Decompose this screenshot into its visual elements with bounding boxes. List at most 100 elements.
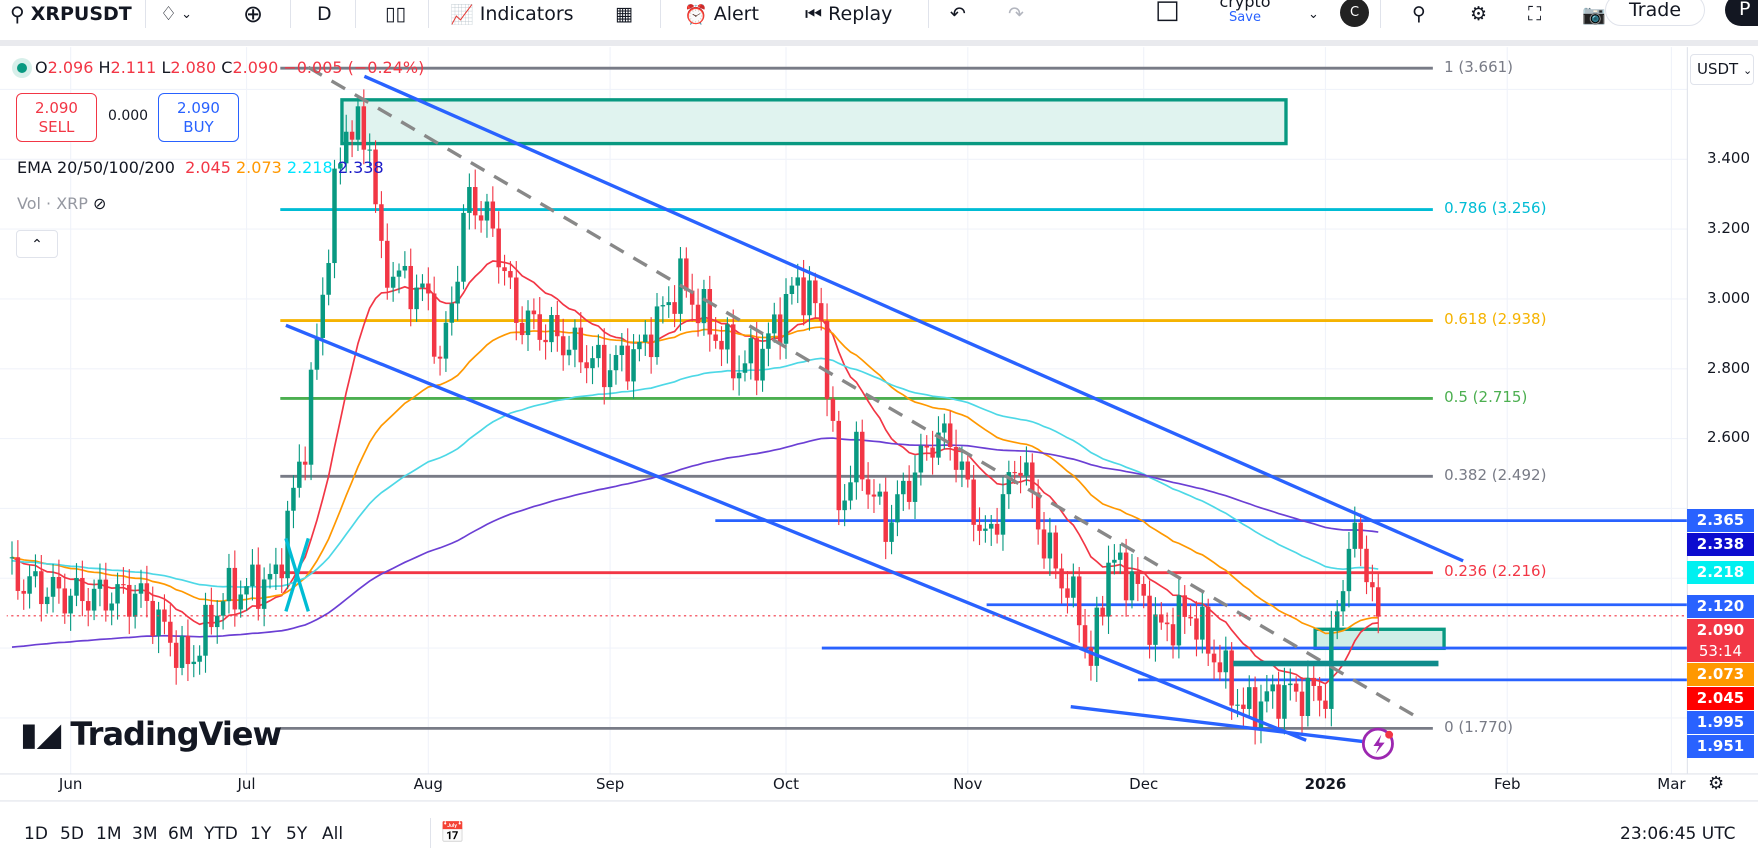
quick-search-icon[interactable]: ⚲ [1412,3,1426,25]
undo-icon: ↶ [950,3,966,25]
layouts-button[interactable]: ▦ [615,0,633,28]
indicators-icon: 📈 [450,3,474,26]
candle [1211,639,1217,680]
candle [396,263,402,294]
collapse-legend-button[interactable]: ⌃ [16,230,58,258]
candle [736,355,742,396]
publish-button[interactable]: P [1725,0,1758,26]
range-1d[interactable]: 1D [24,824,48,844]
range-5d[interactable]: 5D [60,824,84,844]
range-all[interactable]: All [322,824,344,844]
chart-type-button[interactable]: ▯▯ [385,0,406,28]
buy-label: BUY [183,117,214,136]
close-value: 2.090 [232,58,279,77]
close-label: C [221,58,233,77]
candle [555,300,560,352]
candle [385,223,390,300]
candle [889,504,894,555]
candle [431,276,437,364]
candle [713,317,718,349]
save-label: Save [1229,10,1261,25]
alert-button[interactable]: ⏰ Alert [684,0,759,28]
clock[interactable]: 23:06:45 UTC [1620,824,1736,844]
candle [807,266,812,331]
goto-date-calendar-icon[interactable]: 📅 [440,820,465,844]
candle [144,565,150,618]
candle [648,317,654,374]
symbol-search[interactable]: ⚲ XRPUSDT [10,0,132,28]
candle [1346,531,1352,608]
axis-settings-gear-icon[interactable]: ⚙ [1708,773,1725,794]
candle [1205,598,1211,666]
avatar[interactable]: C [1340,0,1369,27]
undo-button[interactable]: ↶ [950,0,966,28]
candle [326,249,331,306]
candle [496,211,501,284]
candle [408,248,413,327]
high-label: H [98,58,111,77]
compare-button[interactable]: ♢ ⌄ [160,0,192,28]
candle [27,565,32,609]
candle [983,515,988,543]
settings-gear-icon[interactable]: ⚙ [1470,3,1488,25]
candle [994,507,1000,544]
candle [1334,600,1340,640]
price-badge: 2.090 53:14 [1687,618,1754,662]
volume-legend[interactable]: Vol · XRP ⊘ [17,194,106,213]
candle [1317,677,1322,717]
ema-legend[interactable]: EMA 20/50/100/200 2.045 2.073 2.218 2.33… [17,158,384,177]
candle [514,261,519,341]
candle [109,592,114,626]
watermark-text: TradingView [70,715,282,753]
supply-zone-box [340,98,1288,146]
open-value: 2.096 [47,58,94,77]
range-6m[interactable]: 6M [168,824,194,844]
candle [537,297,542,351]
replay-button[interactable]: ⏮ Replay [805,0,892,28]
price-badge: 2.120 [1687,594,1754,618]
candle [179,625,185,676]
trade-button[interactable]: Trade [1605,0,1705,26]
interval-button[interactable]: D [317,3,332,25]
candle [367,133,372,166]
candle [1024,446,1029,486]
add-symbol-button[interactable]: ⊕ [243,0,263,28]
currency-dropdown[interactable]: USDT ⌄ [1690,54,1754,85]
candle [666,286,671,318]
candle [472,169,478,230]
indicators-button[interactable]: 📈 Indicators [450,0,574,28]
candle [613,345,619,385]
sell-label: SELL [38,117,75,136]
layout-menu-chevron-icon[interactable]: ⌄ [1308,6,1319,22]
candle [1135,557,1141,602]
range-5y[interactable]: 5Y [286,824,308,844]
camera-icon[interactable]: 📷 [1582,3,1606,26]
candle [1147,580,1152,659]
layout-square-icon[interactable]: □ [1155,0,1180,25]
price-badge: 2.218 [1687,560,1754,584]
candle [1364,535,1369,595]
buy-button[interactable]: 2.090 BUY [158,93,239,142]
candle [1217,644,1223,681]
candle [484,193,490,238]
candle [525,300,531,351]
eye-hidden-icon[interactable]: ⊘ [93,194,107,213]
redo-button[interactable]: ↷ [1008,0,1024,28]
candle [1129,553,1135,609]
sell-button[interactable]: 2.090 SELL [16,93,97,142]
high-value: 2.111 [110,58,157,77]
candle [953,429,959,483]
candle [766,322,771,367]
price-badge-value: 2.045 [1696,688,1745,707]
fib-level-label: 0.786 (3.256) [1444,199,1547,218]
range-3m[interactable]: 3M [132,824,158,844]
range-1m[interactable]: 1M [96,824,122,844]
fullscreen-icon[interactable]: ⛶ [1528,3,1542,25]
price-badge-value: 1.995 [1696,712,1745,731]
layout-save-button[interactable]: crypto Save [1215,0,1275,26]
range-ytd[interactable]: YTD [204,824,238,844]
range-1y[interactable]: 1Y [250,824,272,844]
candle [1164,612,1170,642]
candle [502,254,507,286]
